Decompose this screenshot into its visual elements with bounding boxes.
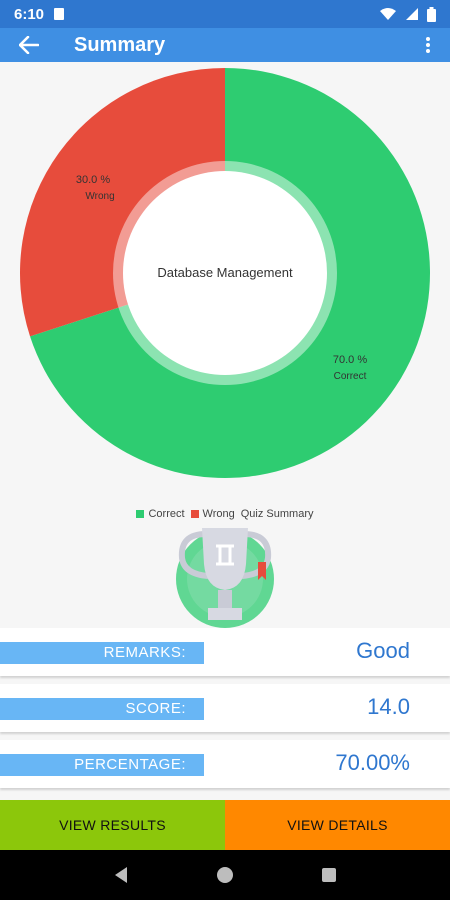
slice-label-correct: Correct <box>334 371 367 382</box>
center-text: Database Management <box>157 265 293 280</box>
system-nav-bar <box>0 850 450 900</box>
action-buttons: VIEW RESULTS VIEW DETAILS <box>0 800 450 850</box>
summary-value: 14.0 <box>367 694 410 719</box>
legend-label-wrong: Wrong <box>202 508 235 520</box>
more-vert-icon <box>426 37 430 53</box>
nav-recents-icon[interactable] <box>321 867 337 883</box>
legend-swatch-correct <box>136 510 145 518</box>
summary-row-remarks: REMARKS: Good <box>0 628 450 676</box>
legend-item-correct: Correct <box>136 508 185 520</box>
overflow-menu-button[interactable] <box>416 28 440 62</box>
sim-card-icon <box>54 8 65 20</box>
back-arrow-icon <box>19 36 39 54</box>
summary-row-score: SCORE: 14.0 <box>0 684 450 732</box>
wifi-icon <box>380 8 396 20</box>
donut-svg: Database Management 30.0 % Wrong 70.0 % … <box>20 68 430 478</box>
status-time: 6:10 <box>14 5 45 23</box>
status-bar: 6:10 <box>0 0 450 28</box>
legend-label-correct: Correct <box>148 508 185 520</box>
slice-label-wrong: Wrong <box>85 191 114 202</box>
legend-swatch-wrong <box>190 510 199 518</box>
summary-label: SCORE: <box>0 698 204 720</box>
trophy-icon <box>176 528 274 628</box>
view-results-button[interactable]: VIEW RESULTS <box>0 800 225 850</box>
app-bar: Summary <box>0 28 450 62</box>
slice-value-wrong: 30.0 % <box>76 174 110 186</box>
slice-value-correct: 70.0 % <box>333 354 367 366</box>
legend-title: Quiz Summary <box>240 508 314 520</box>
view-details-button[interactable]: VIEW DETAILS <box>225 800 450 850</box>
nav-home-icon[interactable] <box>216 866 234 884</box>
summary-value: 70.00% <box>335 750 410 775</box>
signal-icon <box>406 8 418 20</box>
quiz-donut-chart: Database Management 30.0 % Wrong 70.0 % … <box>20 68 430 478</box>
chart-legend: Correct Wrong Quiz Summary <box>0 506 450 522</box>
summary-value: Good <box>356 638 410 663</box>
summary-row-percentage: PERCENTAGE: 70.00% <box>0 740 450 788</box>
nav-back-icon[interactable] <box>113 866 129 884</box>
donut-hole <box>123 171 327 375</box>
page-title: Summary <box>74 33 166 56</box>
legend-item-wrong: Wrong <box>190 508 235 520</box>
battery-icon <box>427 6 436 22</box>
back-button[interactable] <box>10 28 48 62</box>
summary-label: REMARKS: <box>0 642 204 664</box>
summary-label: PERCENTAGE: <box>0 754 204 776</box>
